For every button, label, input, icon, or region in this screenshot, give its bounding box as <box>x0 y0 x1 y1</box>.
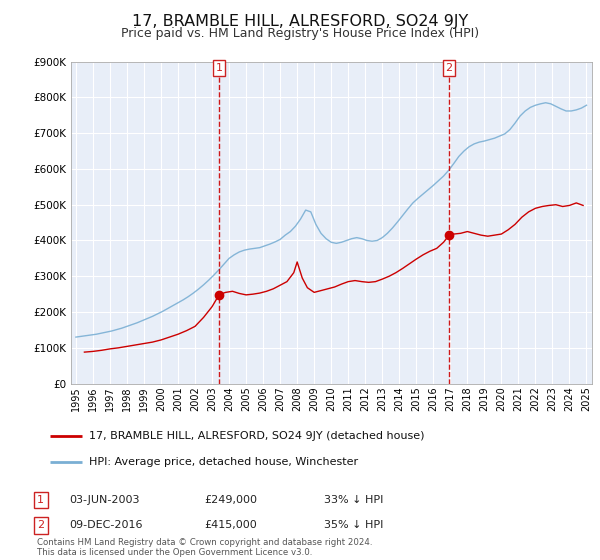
Text: 2: 2 <box>446 63 453 73</box>
Text: HPI: Average price, detached house, Winchester: HPI: Average price, detached house, Winc… <box>89 457 359 467</box>
Text: Price paid vs. HM Land Registry's House Price Index (HPI): Price paid vs. HM Land Registry's House … <box>121 27 479 40</box>
Text: 1: 1 <box>37 495 44 505</box>
Text: 17, BRAMBLE HILL, ALRESFORD, SO24 9JY: 17, BRAMBLE HILL, ALRESFORD, SO24 9JY <box>132 14 468 29</box>
Text: 33% ↓ HPI: 33% ↓ HPI <box>324 495 383 505</box>
Text: £249,000: £249,000 <box>204 495 257 505</box>
Text: 35% ↓ HPI: 35% ↓ HPI <box>324 520 383 530</box>
Text: £415,000: £415,000 <box>204 520 257 530</box>
Text: 1: 1 <box>216 63 223 73</box>
Text: 03-JUN-2003: 03-JUN-2003 <box>69 495 139 505</box>
Text: Contains HM Land Registry data © Crown copyright and database right 2024.
This d: Contains HM Land Registry data © Crown c… <box>37 538 373 557</box>
Text: 2: 2 <box>37 520 44 530</box>
Text: 17, BRAMBLE HILL, ALRESFORD, SO24 9JY (detached house): 17, BRAMBLE HILL, ALRESFORD, SO24 9JY (d… <box>89 431 425 441</box>
Text: 09-DEC-2016: 09-DEC-2016 <box>69 520 143 530</box>
